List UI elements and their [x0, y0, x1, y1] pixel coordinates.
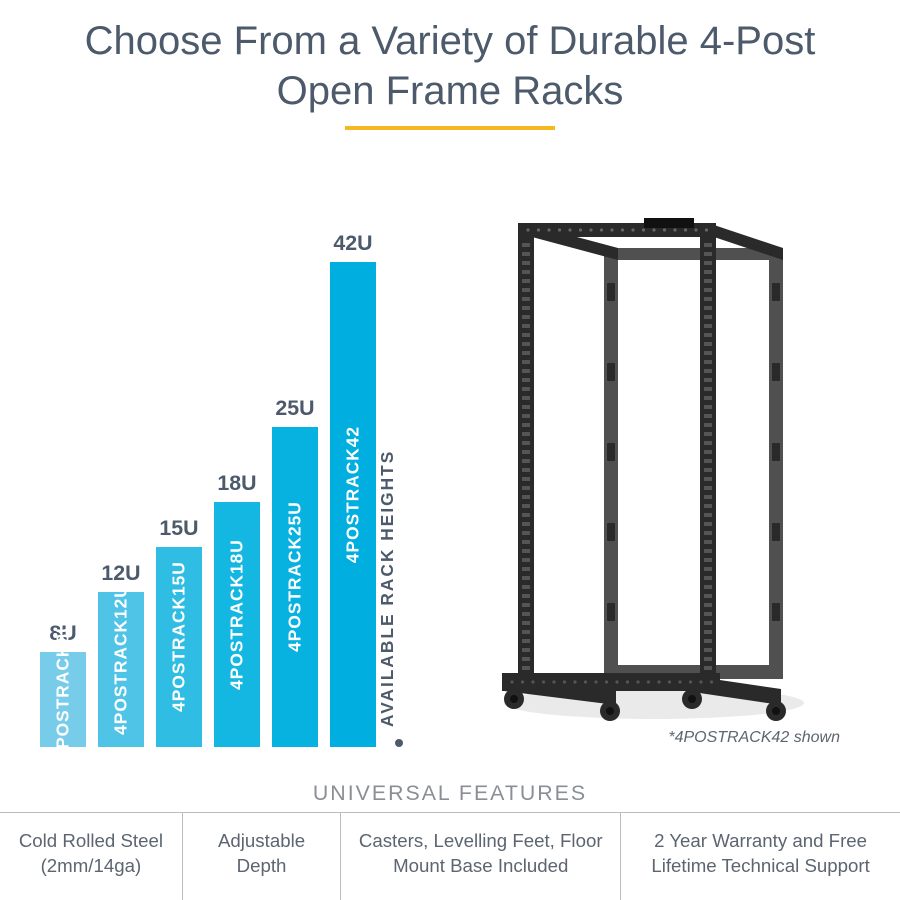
- feature-text: Casters, Levelling Feet, Floor Mount Bas…: [351, 829, 610, 878]
- feature-text: 2 Year Warranty and Free Lifetime Techni…: [631, 829, 890, 878]
- axis-label-wrap: AVAILABLE RACK HEIGHTS: [380, 227, 410, 747]
- title-area: Choose From a Variety of Durable 4-Post …: [0, 0, 900, 130]
- feature-cell: Adjustable Depth: [183, 813, 342, 900]
- bar-18u: 18U4POSTRACK18U: [214, 502, 260, 747]
- bar-model-label: 4POSTRACK8U: [53, 619, 74, 759]
- bar-15u: 15U4POSTRACK15U: [156, 547, 202, 747]
- feature-text: Adjustable Depth: [193, 829, 331, 878]
- bar-12u: 12U4POSTRACK12U: [98, 592, 144, 747]
- feature-cell: 2 Year Warranty and Free Lifetime Techni…: [621, 813, 900, 900]
- bar-42u: 42U4POSTRACK42: [330, 262, 376, 747]
- bar-model-label: 4POSTRACK12U: [111, 584, 132, 735]
- bar-model-label: 4POSTRACK25U: [285, 502, 306, 653]
- bar-label: 15U: [159, 516, 198, 541]
- main-title: Choose From a Variety of Durable 4-Post …: [40, 16, 860, 116]
- main-row: 8U4POSTRACK8U12U4POSTRACK12U15U4POSTRACK…: [0, 130, 900, 757]
- product-image-area: *4POSTRACK42 shown: [408, 207, 860, 747]
- bar-label: 18U: [217, 471, 256, 496]
- bar-label: 25U: [275, 396, 314, 421]
- feature-cell: Casters, Levelling Feet, Floor Mount Bas…: [341, 813, 621, 900]
- bar-model-label: 4POSTRACK15U: [169, 562, 190, 713]
- rack-illustration: [484, 213, 814, 723]
- bar-label: 42U: [333, 231, 372, 256]
- axis-label: AVAILABLE RACK HEIGHTS: [377, 450, 398, 747]
- bar-chart: 8U4POSTRACK8U12U4POSTRACK12U15U4POSTRACK…: [40, 227, 408, 747]
- feature-text: Cold Rolled Steel (2mm/14ga): [10, 829, 172, 878]
- feature-cell: Cold Rolled Steel (2mm/14ga): [0, 813, 183, 900]
- bar-model-label: 4POSTRACK42: [343, 426, 364, 563]
- product-caption: *4POSTRACK42 shown: [668, 729, 860, 747]
- bar-8u: 8U4POSTRACK8U: [40, 652, 86, 747]
- features-title: UNIVERSAL FEATURES: [0, 763, 900, 812]
- bar-25u: 25U4POSTRACK25U: [272, 427, 318, 747]
- bar-model-label: 4POSTRACK18U: [227, 539, 248, 690]
- feature-row: Cold Rolled Steel (2mm/14ga) Adjustable D…: [0, 812, 900, 900]
- bar-label: 12U: [101, 561, 140, 586]
